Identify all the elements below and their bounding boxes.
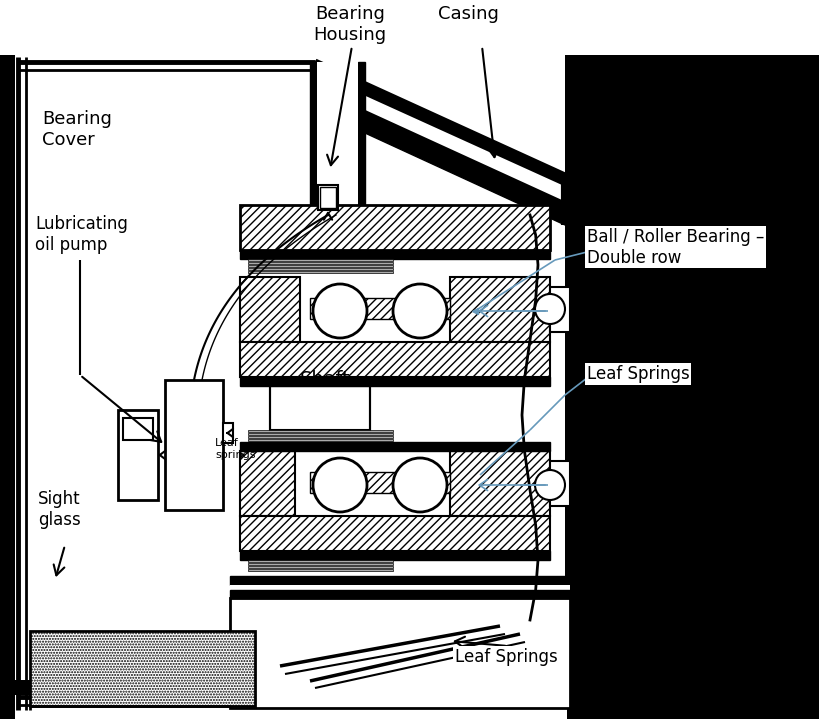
- Polygon shape: [315, 62, 565, 225]
- Bar: [550, 461, 570, 506]
- Polygon shape: [315, 73, 562, 200]
- Bar: [230, 585, 570, 590]
- Bar: [248, 566, 393, 568]
- Bar: [248, 439, 393, 441]
- Text: Leaf
springs: Leaf springs: [215, 438, 256, 459]
- Bar: [310, 298, 450, 319]
- Text: Sight
glass: Sight glass: [38, 490, 81, 528]
- Polygon shape: [315, 73, 562, 200]
- Bar: [248, 560, 393, 562]
- Bar: [248, 268, 393, 270]
- Bar: [450, 451, 550, 516]
- Bar: [230, 590, 570, 598]
- Bar: [15, 695, 567, 719]
- Bar: [230, 598, 570, 708]
- Bar: [240, 342, 550, 377]
- Bar: [240, 205, 550, 250]
- Text: Casing: Casing: [437, 5, 499, 23]
- Bar: [240, 250, 550, 259]
- Bar: [230, 576, 570, 585]
- Bar: [248, 265, 393, 267]
- Circle shape: [313, 458, 367, 512]
- Text: Lubricating
oil pump: Lubricating oil pump: [35, 215, 128, 254]
- Bar: [240, 451, 295, 516]
- Bar: [248, 436, 393, 438]
- Circle shape: [393, 458, 447, 512]
- Text: Shaft: Shaft: [300, 370, 351, 389]
- Bar: [248, 563, 393, 565]
- Text: Ball / Roller Bearing –
Double row: Ball / Roller Bearing – Double row: [587, 228, 764, 267]
- Circle shape: [535, 470, 565, 500]
- Text: Bearing
Housing: Bearing Housing: [314, 5, 387, 44]
- Bar: [240, 377, 550, 386]
- Bar: [165, 380, 223, 510]
- Bar: [310, 62, 317, 205]
- Bar: [223, 423, 233, 443]
- Bar: [240, 516, 550, 551]
- Bar: [318, 185, 338, 210]
- Bar: [0, 0, 819, 55]
- Bar: [248, 259, 393, 261]
- Text: Leaf Springs: Leaf Springs: [587, 365, 690, 383]
- Bar: [550, 287, 570, 332]
- Circle shape: [393, 284, 447, 338]
- Bar: [317, 62, 358, 205]
- Bar: [270, 386, 370, 430]
- Bar: [450, 277, 550, 342]
- Bar: [118, 410, 158, 500]
- Bar: [248, 569, 393, 571]
- Bar: [320, 187, 336, 208]
- Bar: [248, 433, 393, 435]
- Text: Leaf Springs: Leaf Springs: [455, 648, 558, 666]
- Bar: [248, 262, 393, 264]
- Bar: [248, 271, 393, 273]
- Circle shape: [535, 294, 565, 324]
- Bar: [30, 631, 255, 706]
- Bar: [240, 277, 300, 342]
- Bar: [310, 472, 450, 493]
- Bar: [240, 551, 550, 560]
- Bar: [240, 442, 550, 451]
- Bar: [248, 430, 393, 432]
- Polygon shape: [15, 55, 565, 680]
- Bar: [123, 418, 153, 440]
- Polygon shape: [315, 62, 565, 185]
- Circle shape: [313, 284, 367, 338]
- Polygon shape: [315, 87, 562, 210]
- Bar: [358, 62, 365, 205]
- Text: Bearing
Cover: Bearing Cover: [42, 110, 112, 149]
